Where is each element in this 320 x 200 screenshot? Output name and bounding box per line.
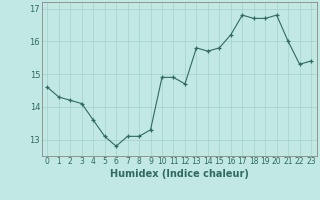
X-axis label: Humidex (Indice chaleur): Humidex (Indice chaleur)	[110, 169, 249, 179]
